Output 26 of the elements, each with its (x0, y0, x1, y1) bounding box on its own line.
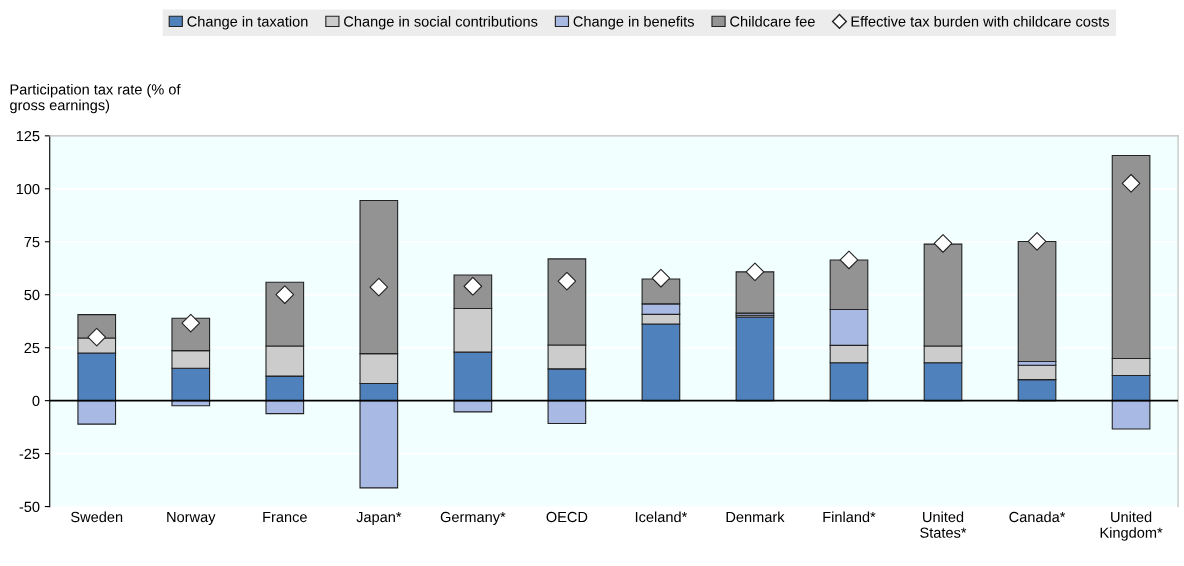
x-tick-label: Norway (167, 511, 216, 526)
x-tick-label: United Kingdom* (1100, 511, 1163, 541)
x-tick-label: Germany* (440, 511, 506, 526)
y-tick-label: 50 (24, 289, 40, 301)
y-tick-label: 100 (16, 183, 40, 195)
legend-label: Change in benefits (573, 15, 694, 30)
y-tick-label: 25 (24, 342, 40, 354)
x-tick-label: Iceland* (635, 511, 688, 523)
y-axis-title: Participation tax rate (% of gross earnings) (10, 83, 181, 114)
y-tick-label: -25 (19, 448, 40, 460)
x-tick-label: Sweden (71, 511, 123, 523)
x-tick-label: Japan* (356, 511, 402, 526)
y-tick-label: 125 (16, 130, 40, 142)
legend-label: Childcare fee (730, 15, 815, 27)
y-tick-label: -50 (19, 501, 40, 512)
x-tick-label: Denmark (726, 511, 785, 523)
legend-label: Effective tax burden with childcare costs (851, 15, 1109, 27)
x-tick-label: United States* (920, 511, 967, 538)
y-tick-label: 0 (32, 395, 40, 407)
x-tick-label: OECD (546, 511, 588, 523)
legend-label: Change in social contributions (344, 15, 538, 30)
legend-label: Change in taxation (187, 15, 308, 30)
x-tick-label: Canada* (1009, 511, 1066, 523)
x-tick-label: Finland* (823, 511, 876, 523)
x-tick-label: France (263, 511, 307, 523)
y-tick-label: 75 (24, 237, 40, 248)
